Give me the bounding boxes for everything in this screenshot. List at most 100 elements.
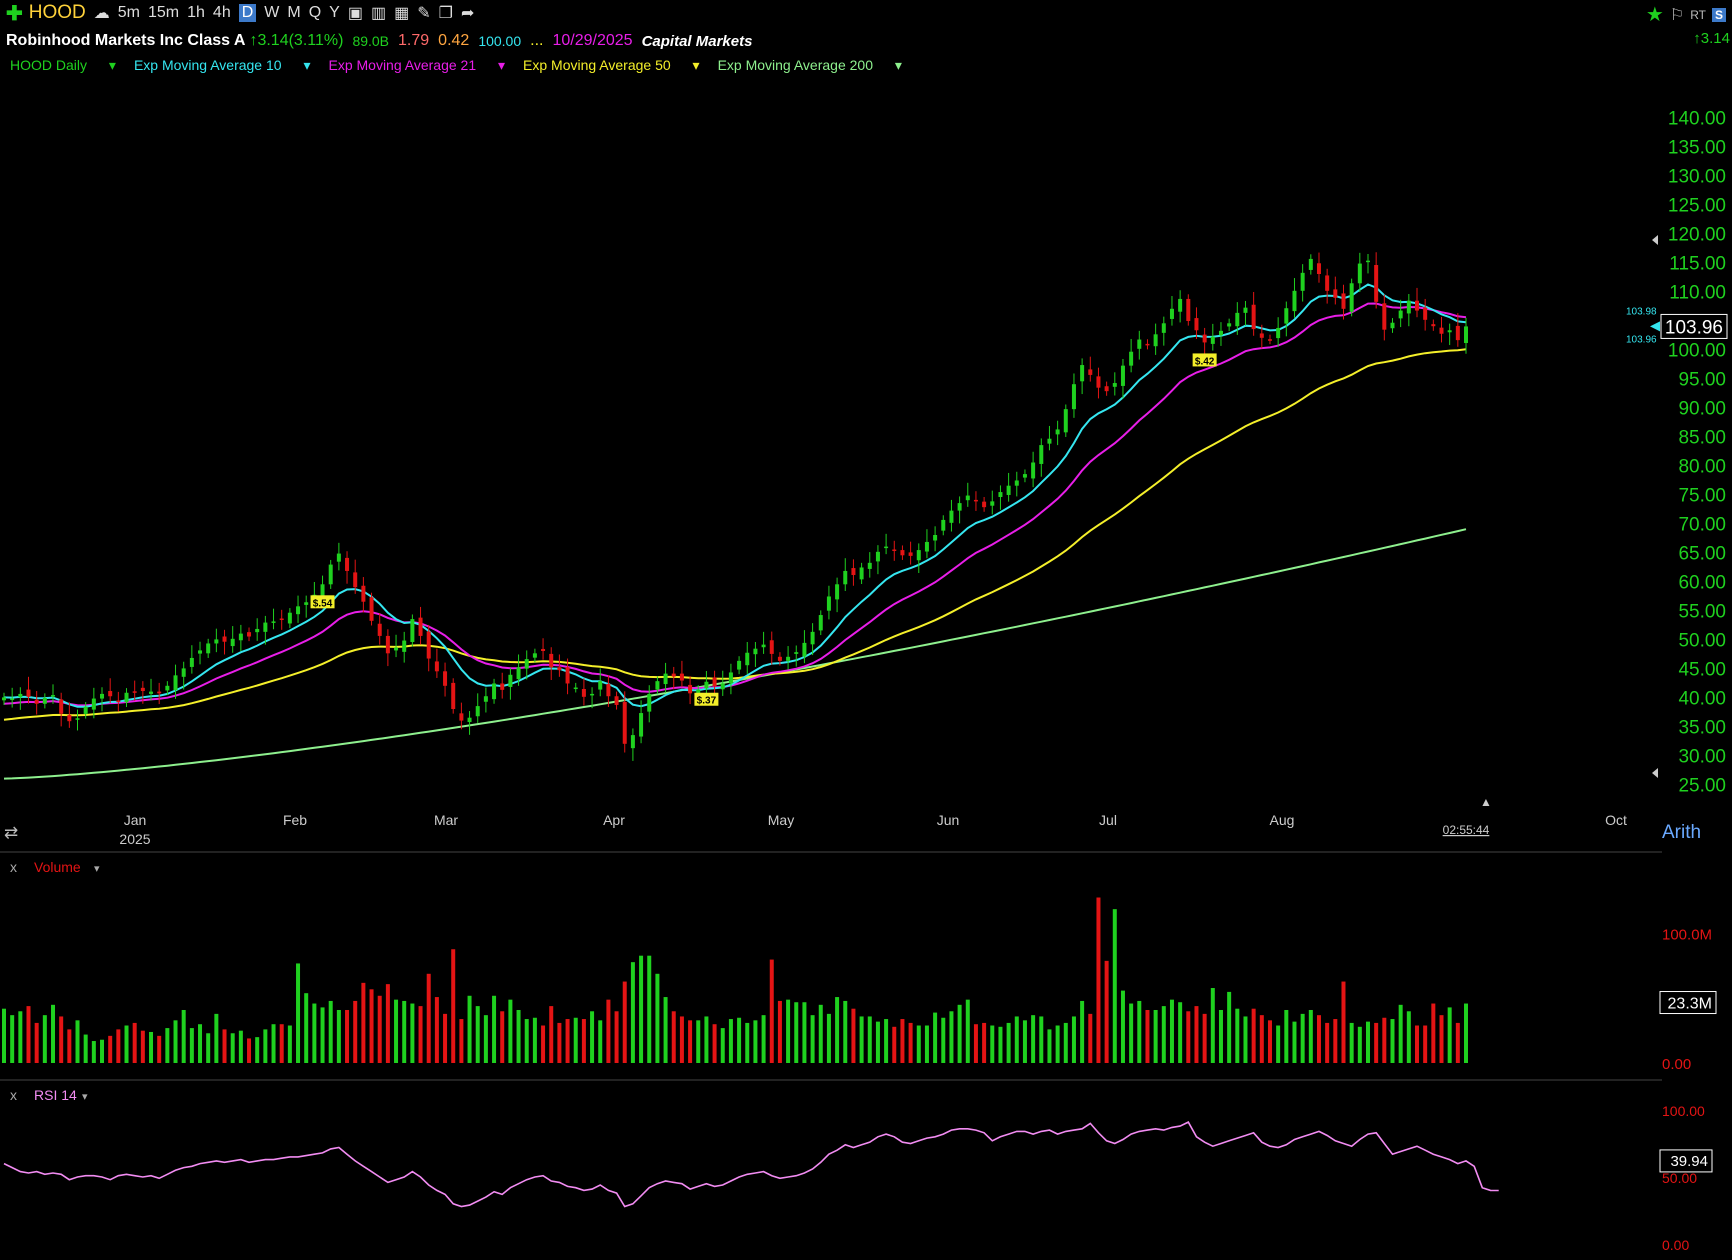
candle-body bbox=[157, 691, 162, 694]
chart-type-icon[interactable]: ☁ bbox=[93, 5, 110, 22]
volume-tick: 0.00 bbox=[1662, 1056, 1691, 1073]
share-icon[interactable]: ➦ bbox=[460, 5, 475, 22]
candle-body bbox=[1202, 334, 1207, 343]
candle-body bbox=[434, 661, 439, 672]
volume-bar bbox=[1292, 1021, 1297, 1063]
bar-style-icon[interactable]: ▥ bbox=[370, 5, 387, 22]
candle-body bbox=[91, 698, 96, 710]
interval-quarterly[interactable]: Q bbox=[308, 4, 322, 21]
study-legend: HOOD Daily ▾ Exp Moving Average 10 ▾ Exp… bbox=[10, 57, 920, 74]
interval-5m[interactable]: 5m bbox=[117, 4, 140, 21]
candle-body bbox=[1080, 365, 1085, 382]
interval-15m[interactable]: 15m bbox=[148, 4, 180, 21]
volume-bar bbox=[908, 1022, 913, 1063]
candle-body bbox=[892, 549, 897, 551]
company-name: Robinhood Markets Inc Class A bbox=[6, 32, 246, 49]
volume-bar bbox=[1243, 1016, 1248, 1063]
study-ema50[interactable]: Exp Moving Average 50 ▾ bbox=[523, 57, 700, 73]
candle-body bbox=[1047, 438, 1052, 444]
volume-bar bbox=[655, 973, 660, 1063]
candle-body bbox=[647, 693, 652, 712]
candle-body bbox=[1218, 330, 1223, 336]
interval-yearly[interactable]: Y bbox=[329, 4, 340, 21]
volume-bar bbox=[990, 1025, 995, 1063]
symbol-input[interactable]: HOOD bbox=[28, 2, 86, 23]
candle-body bbox=[1145, 343, 1150, 346]
indicator-icon[interactable]: ▣ bbox=[347, 5, 363, 22]
candle-body bbox=[1431, 324, 1436, 327]
volume-bar bbox=[206, 1033, 211, 1063]
candle-body bbox=[492, 683, 497, 700]
month-may: May bbox=[768, 812, 794, 828]
volume-bar bbox=[541, 1025, 546, 1063]
earnings-marker[interactable] bbox=[694, 692, 719, 706]
volume-bar bbox=[557, 1022, 562, 1063]
calculator-icon[interactable]: ▦ bbox=[394, 5, 410, 22]
rsi-line bbox=[3, 1121, 1499, 1208]
volume-bar bbox=[786, 999, 791, 1063]
settings-icon[interactable]: S bbox=[1711, 7, 1726, 22]
interval-4h[interactable]: 4h bbox=[212, 4, 231, 21]
candle-body bbox=[173, 675, 178, 691]
candle-body bbox=[328, 564, 333, 585]
month-mar: Mar bbox=[434, 812, 458, 828]
interval-1h[interactable]: 1h bbox=[187, 4, 205, 21]
volume-bar bbox=[10, 1015, 15, 1063]
candle-body bbox=[271, 621, 276, 623]
study-ema10[interactable]: Exp Moving Average 10 ▾ bbox=[133, 57, 311, 73]
volume-menu-icon[interactable]: ▾ bbox=[94, 863, 100, 875]
favorite-star-icon[interactable]: ★ bbox=[1645, 4, 1664, 26]
flag-icon[interactable]: ⚐ bbox=[1669, 6, 1685, 24]
rsi-label[interactable]: RSI 14 bbox=[34, 1087, 77, 1103]
realtime-icon[interactable]: RT bbox=[1690, 7, 1706, 22]
volume-bar bbox=[1202, 1013, 1207, 1063]
volume-bar bbox=[34, 1022, 39, 1063]
candle-body bbox=[630, 735, 635, 749]
rsi-menu-icon[interactable]: ▾ bbox=[82, 1091, 88, 1103]
volume-bar bbox=[353, 1000, 358, 1063]
volume-bar bbox=[647, 955, 652, 1063]
candle-body bbox=[1186, 298, 1191, 321]
interval-weekly[interactable]: W bbox=[264, 4, 280, 21]
collapse-arrow-icon[interactable]: ▲ bbox=[1480, 795, 1492, 809]
volume-bar bbox=[304, 993, 309, 1063]
layout-icon[interactable]: ❐ bbox=[438, 5, 453, 22]
candle-body bbox=[377, 623, 382, 636]
price-tick: 140.00 bbox=[1668, 108, 1726, 129]
interval-daily[interactable]: D bbox=[238, 4, 257, 22]
volume-bar bbox=[1186, 1011, 1191, 1063]
draw-pencil-icon[interactable]: ✎ bbox=[417, 5, 431, 22]
interval-monthly[interactable]: M bbox=[287, 4, 301, 21]
study-price[interactable]: HOOD Daily ▾ bbox=[10, 57, 116, 73]
candle-body bbox=[500, 683, 505, 690]
volume-bar bbox=[173, 1020, 178, 1063]
volume-bar bbox=[973, 1024, 978, 1063]
scroll-down-icon[interactable] bbox=[1652, 768, 1658, 778]
scroll-up-icon[interactable] bbox=[1652, 235, 1658, 245]
earnings-marker[interactable] bbox=[1192, 353, 1217, 367]
volume-bar bbox=[1300, 1013, 1305, 1063]
volume-bar bbox=[287, 1025, 292, 1063]
volume-bar bbox=[1308, 1009, 1313, 1063]
volume-bar bbox=[663, 997, 668, 1063]
volume-bar bbox=[140, 1030, 145, 1063]
study-ema21[interactable]: Exp Moving Average 21 ▾ bbox=[328, 57, 506, 73]
candle-body bbox=[965, 495, 970, 501]
candle-body bbox=[524, 659, 529, 669]
volume-close-icon[interactable]: x bbox=[10, 859, 17, 875]
volume-bar bbox=[1178, 1002, 1183, 1063]
volume-bar bbox=[279, 1024, 284, 1063]
add-symbol-icon[interactable]: ✚ bbox=[6, 2, 23, 25]
rsi-close-icon[interactable]: x bbox=[10, 1087, 17, 1103]
volume-bar bbox=[1374, 1022, 1379, 1063]
volume-label[interactable]: Volume bbox=[34, 859, 81, 875]
volume-bar bbox=[745, 1022, 750, 1063]
scale-mode-button[interactable]: Arith bbox=[1662, 822, 1701, 843]
scroll-back-icon[interactable]: ⇄ bbox=[4, 823, 18, 842]
candle-body bbox=[1129, 351, 1134, 366]
earnings-marker[interactable] bbox=[310, 595, 335, 609]
candle-body bbox=[818, 615, 823, 631]
study-ema200[interactable]: Exp Moving Average 200 ▾ bbox=[717, 57, 902, 73]
candle-body bbox=[149, 691, 154, 694]
